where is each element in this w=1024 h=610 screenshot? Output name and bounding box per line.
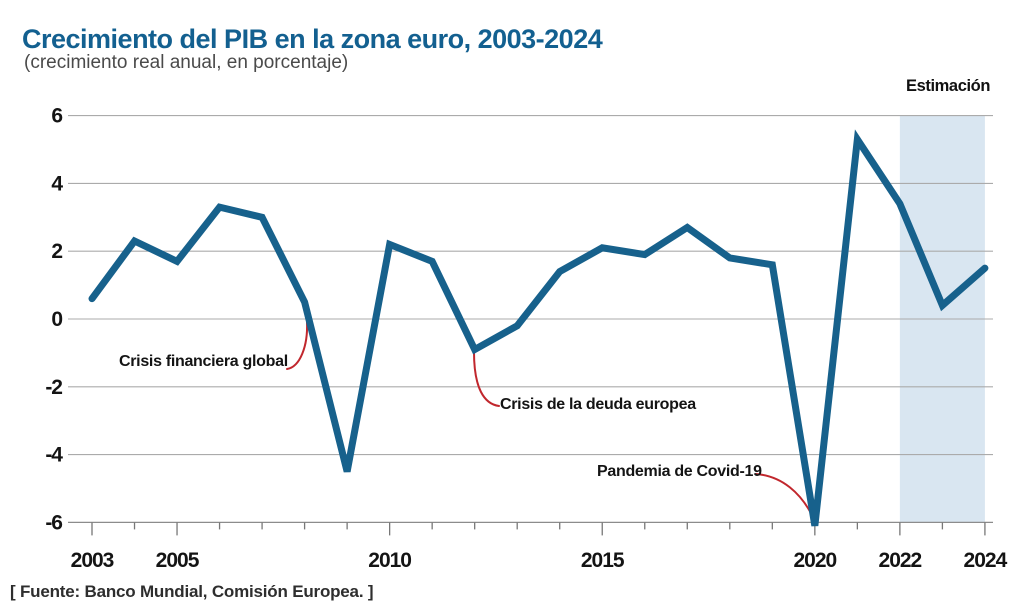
y-tick-label: -4 bbox=[45, 444, 63, 467]
y-tick-label: 6 bbox=[51, 105, 62, 128]
y-tick-label: -6 bbox=[45, 511, 62, 534]
annotation-global-financial-crisis: Crisis financiera global bbox=[119, 353, 288, 370]
x-tick-label: 2003 bbox=[71, 549, 114, 572]
gdp-growth-line bbox=[88, 129, 989, 527]
source-note: [ Fuente: Banco Mundial, Comisión Europe… bbox=[10, 582, 374, 601]
x-tick-label: 2010 bbox=[368, 549, 411, 572]
annotation-covid-pandemic: Pandemia de Covid-19 bbox=[597, 463, 762, 480]
chart-title: Crecimiento del PIB en la zona euro, 200… bbox=[22, 24, 603, 55]
x-tick-label: 2005 bbox=[156, 549, 200, 572]
annotation-european-debt-crisis: Crisis de la deuda europea bbox=[500, 396, 696, 413]
callout-curve-2012 bbox=[473, 351, 500, 407]
x-tick-label: 2015 bbox=[581, 549, 625, 572]
x-tick-label: 2022 bbox=[879, 549, 922, 572]
chart-subtitle: (crecimiento real anual, en porcentaje) bbox=[24, 52, 349, 73]
estimate-band-label: Estimación bbox=[905, 77, 991, 95]
y-tick-label: 2 bbox=[51, 240, 62, 263]
x-tick-label: 2024 bbox=[964, 549, 1008, 572]
y-tick-label: -2 bbox=[45, 376, 62, 399]
callout-curve-2008 bbox=[286, 321, 309, 370]
x-tick-label: 2020 bbox=[793, 549, 836, 572]
y-tick-label: 0 bbox=[51, 308, 62, 331]
y-tick-label: 4 bbox=[51, 172, 63, 195]
